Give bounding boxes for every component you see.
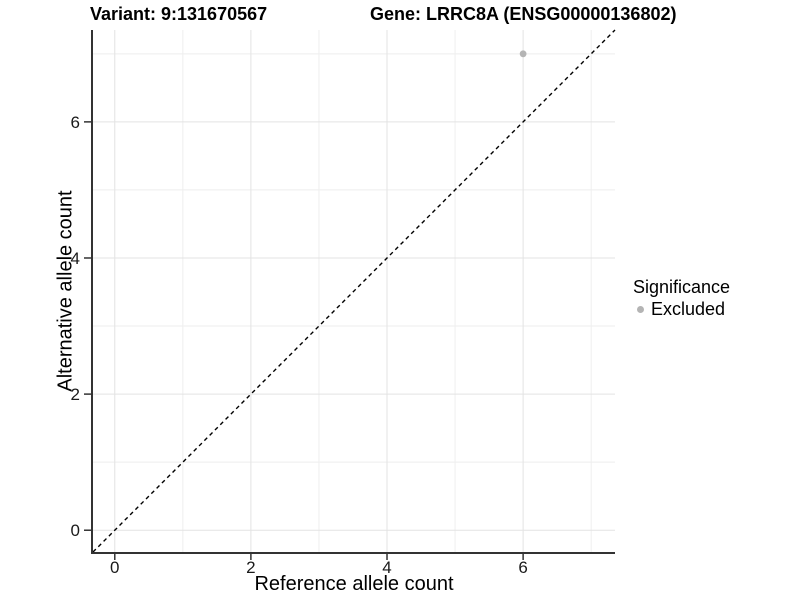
legend-item-label: Excluded bbox=[651, 299, 726, 319]
excluded-point-icon bbox=[637, 306, 644, 313]
x-tick-label: 0 bbox=[110, 558, 119, 577]
x-tick-label: 6 bbox=[518, 558, 527, 577]
y-axis-title: Alternative allele count bbox=[54, 190, 77, 392]
gene-title: Gene: LRRC8A (ENSG00000136802) bbox=[370, 4, 677, 24]
identity-reference-line bbox=[92, 29, 616, 553]
variant-title: Variant: 9:131670567 bbox=[90, 4, 268, 24]
x-tick-label: 4 bbox=[382, 558, 391, 577]
data-point bbox=[519, 50, 527, 58]
legend-item-excluded: Excluded bbox=[631, 299, 796, 320]
legend-title: Significance bbox=[633, 277, 731, 297]
y-tick-label: 0 bbox=[71, 521, 80, 540]
y-tick-label: 4 bbox=[71, 249, 80, 268]
legend: Significance Excluded bbox=[631, 277, 796, 320]
y-tick-label: 2 bbox=[71, 385, 80, 404]
x-axis-title: Reference allele count bbox=[254, 573, 454, 595]
y-tick-label: 6 bbox=[71, 113, 80, 132]
x-tick-label: 2 bbox=[246, 558, 255, 577]
